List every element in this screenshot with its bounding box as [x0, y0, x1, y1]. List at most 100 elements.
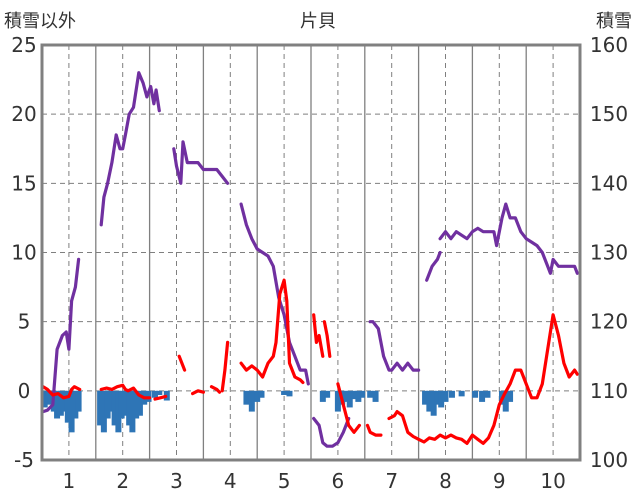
precipitation-bar [136, 390, 143, 416]
precipitation-bar [430, 390, 437, 416]
right-tick-label: 110 [590, 379, 628, 403]
precipitation-bar [54, 390, 61, 419]
precipitation-bar [41, 390, 48, 408]
precipitation-bar [126, 390, 133, 426]
precipitation-bar [61, 390, 68, 412]
precipitation-bars [41, 390, 514, 433]
x-tick-label: 1 [63, 469, 76, 493]
precipitation-bar [100, 390, 107, 433]
x-tick-label: 10 [540, 469, 565, 493]
precipitation-bar [502, 390, 509, 412]
temperature-line [336, 382, 361, 434]
precipitation-bar [346, 390, 353, 408]
precipitation-bar [97, 390, 104, 426]
temperature-line [99, 383, 152, 400]
precipitation-bar [129, 390, 136, 433]
right-tick-label: 120 [590, 310, 628, 334]
x-tick-label: 7 [385, 469, 398, 493]
precipitation-bar [351, 390, 358, 400]
temperature-line [41, 385, 82, 400]
snow-depth-line [438, 202, 579, 275]
precipitation-bar [438, 390, 445, 408]
precipitation-bar [133, 390, 140, 419]
precipitation-bar [286, 390, 293, 397]
precipitation-bar [426, 390, 433, 412]
temperature-line [239, 278, 305, 385]
plot-frame [40, 43, 582, 462]
precipitation-bar [248, 390, 255, 412]
precipitation-bar [45, 390, 52, 405]
tick-labels: -5 0 5 10 15 20 25 100 110 120 130 140 150 160 1 2 3 4 5 6 7… [11, 33, 628, 493]
temperature-line [153, 394, 168, 401]
left-tick-label: 25 [11, 33, 36, 57]
snow-depth-line [312, 416, 351, 448]
precipitation-bar [258, 390, 265, 398]
precipitation-bar [115, 390, 122, 433]
precipitation-bar [75, 390, 82, 412]
temperature-line [209, 385, 222, 394]
precipitation-bar [107, 390, 114, 412]
x-tick-label: 2 [116, 469, 129, 493]
x-tick-label: 5 [278, 469, 291, 493]
left-tick-label: 20 [11, 102, 36, 126]
precipitation-bar [372, 390, 379, 402]
right-tick-label: 130 [590, 241, 628, 265]
temperature-line [312, 313, 325, 358]
x-tick-label: 9 [493, 469, 506, 493]
chart-title: 片貝 [300, 11, 336, 32]
right-tick-label: 150 [590, 102, 628, 126]
temperature-line [220, 340, 230, 393]
temperature-line [191, 389, 205, 396]
snow-depth-line [172, 140, 230, 185]
precipitation-bar [254, 390, 261, 402]
x-tick-label: 4 [224, 469, 237, 493]
left-tick-label: -5 [14, 448, 34, 472]
precipitation-bar [72, 390, 79, 419]
left-tick-label: 0 [18, 379, 31, 403]
precipitation-bar [156, 390, 163, 395]
precipitation-bar [64, 390, 71, 423]
precipitation-bar [243, 390, 250, 405]
precipitation-bar [434, 390, 441, 405]
precipitation-bar [111, 390, 118, 426]
precipitation-bar [458, 390, 465, 397]
precipitation-bar [118, 390, 125, 419]
precipitation-bar [359, 390, 366, 398]
precipitation-bar [484, 390, 491, 398]
precipitation-bar [324, 390, 331, 398]
precipitation-bar [104, 390, 111, 419]
precipitation-bar [342, 390, 349, 402]
precipitation-bar [448, 390, 455, 398]
precipitation-bar [479, 390, 486, 402]
left-tick-label: 15 [11, 171, 36, 195]
snow-depth-line [41, 257, 81, 414]
left-axis-title: 積雪以外 [4, 11, 76, 32]
precipitation-bar [442, 390, 449, 402]
precipitation-bar [355, 390, 362, 402]
temperature-line [322, 320, 332, 358]
snow-depth-line [368, 320, 421, 372]
temperature-line [365, 423, 383, 437]
left-tick-label: 5 [18, 310, 31, 334]
precipitation-bar [151, 390, 158, 398]
right-tick-label: 140 [590, 171, 628, 195]
x-tick-label: 6 [332, 469, 345, 493]
precipitation-bar [472, 390, 479, 398]
precipitation-bar [367, 390, 374, 398]
precipitation-bar [57, 390, 64, 416]
x-tick-label: 3 [170, 469, 183, 493]
precipitation-bar [507, 390, 514, 402]
precipitation-bar [422, 390, 429, 405]
right-tick-label: 100 [590, 448, 628, 472]
series-lines [41, 71, 579, 448]
right-axis-title: 積雪 [596, 11, 632, 32]
snow-depth-line [239, 202, 310, 386]
precipitation-bar [319, 390, 326, 402]
snow-depth-line [99, 71, 161, 227]
precipitation-bar [122, 390, 129, 416]
precipitation-bar [281, 390, 288, 395]
precipitation-bar [334, 390, 341, 412]
right-tick-label: 160 [590, 33, 628, 57]
precipitation-bar [68, 390, 75, 433]
